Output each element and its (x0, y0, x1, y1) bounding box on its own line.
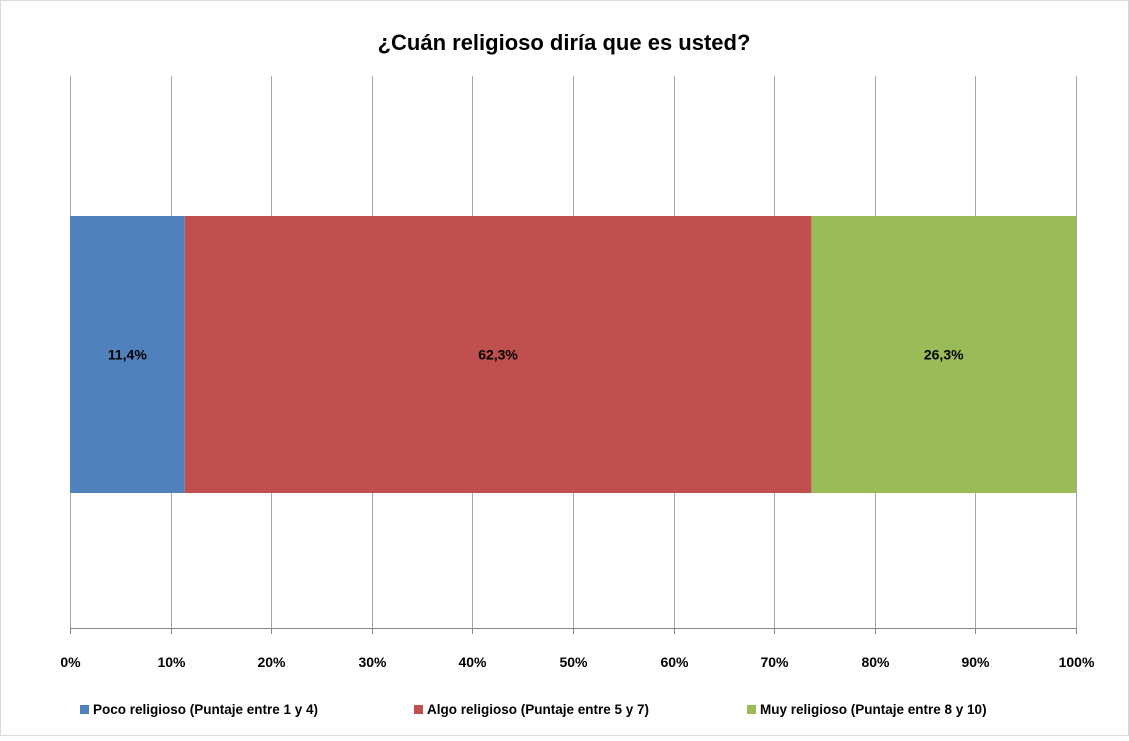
x-tick-label: 80% (861, 654, 890, 670)
x-tick-label: 40% (458, 654, 487, 670)
legend: Poco religioso (Puntaje entre 1 y 4) Algo… (80, 702, 987, 717)
x-tick-label: 70% (760, 654, 789, 670)
data-label-1: 11,4% (108, 347, 147, 363)
x-tick-label: 90% (961, 654, 990, 670)
bar-segment-3 (811, 216, 1076, 493)
legend-swatch-3 (747, 705, 756, 714)
x-axis: 0% 10% 20% 30% 40% 50% 60% 70% 80% 90% 100% (60, 628, 1095, 670)
x-tick-label: 30% (358, 654, 387, 670)
legend-label-2: Algo religioso (Puntaje entre 5 y 7) (427, 702, 649, 717)
chart-title: ¿Cuán religioso diría que es usted? (378, 30, 751, 55)
data-label-2: 62,3% (478, 347, 518, 363)
bar-segment-2 (184, 216, 812, 493)
x-tick-label: 60% (660, 654, 689, 670)
data-labels: 11,4% 62,3% 26,3% (108, 347, 964, 363)
x-tick-label: 100% (1059, 654, 1095, 670)
x-tick-label: 0% (60, 654, 81, 670)
legend-swatch-1 (80, 705, 89, 714)
legend-label-1: Poco religioso (Puntaje entre 1 y 4) (93, 702, 318, 717)
legend-label-3: Muy religioso (Puntaje entre 8 y 10) (760, 702, 987, 717)
legend-swatch-2 (414, 705, 423, 714)
x-tick-label: 20% (257, 654, 286, 670)
x-tick-label: 10% (157, 654, 186, 670)
bar-segment-1 (70, 216, 185, 493)
x-tick-label: 50% (559, 654, 588, 670)
data-label-3: 26,3% (924, 347, 964, 363)
bars (70, 216, 1076, 493)
